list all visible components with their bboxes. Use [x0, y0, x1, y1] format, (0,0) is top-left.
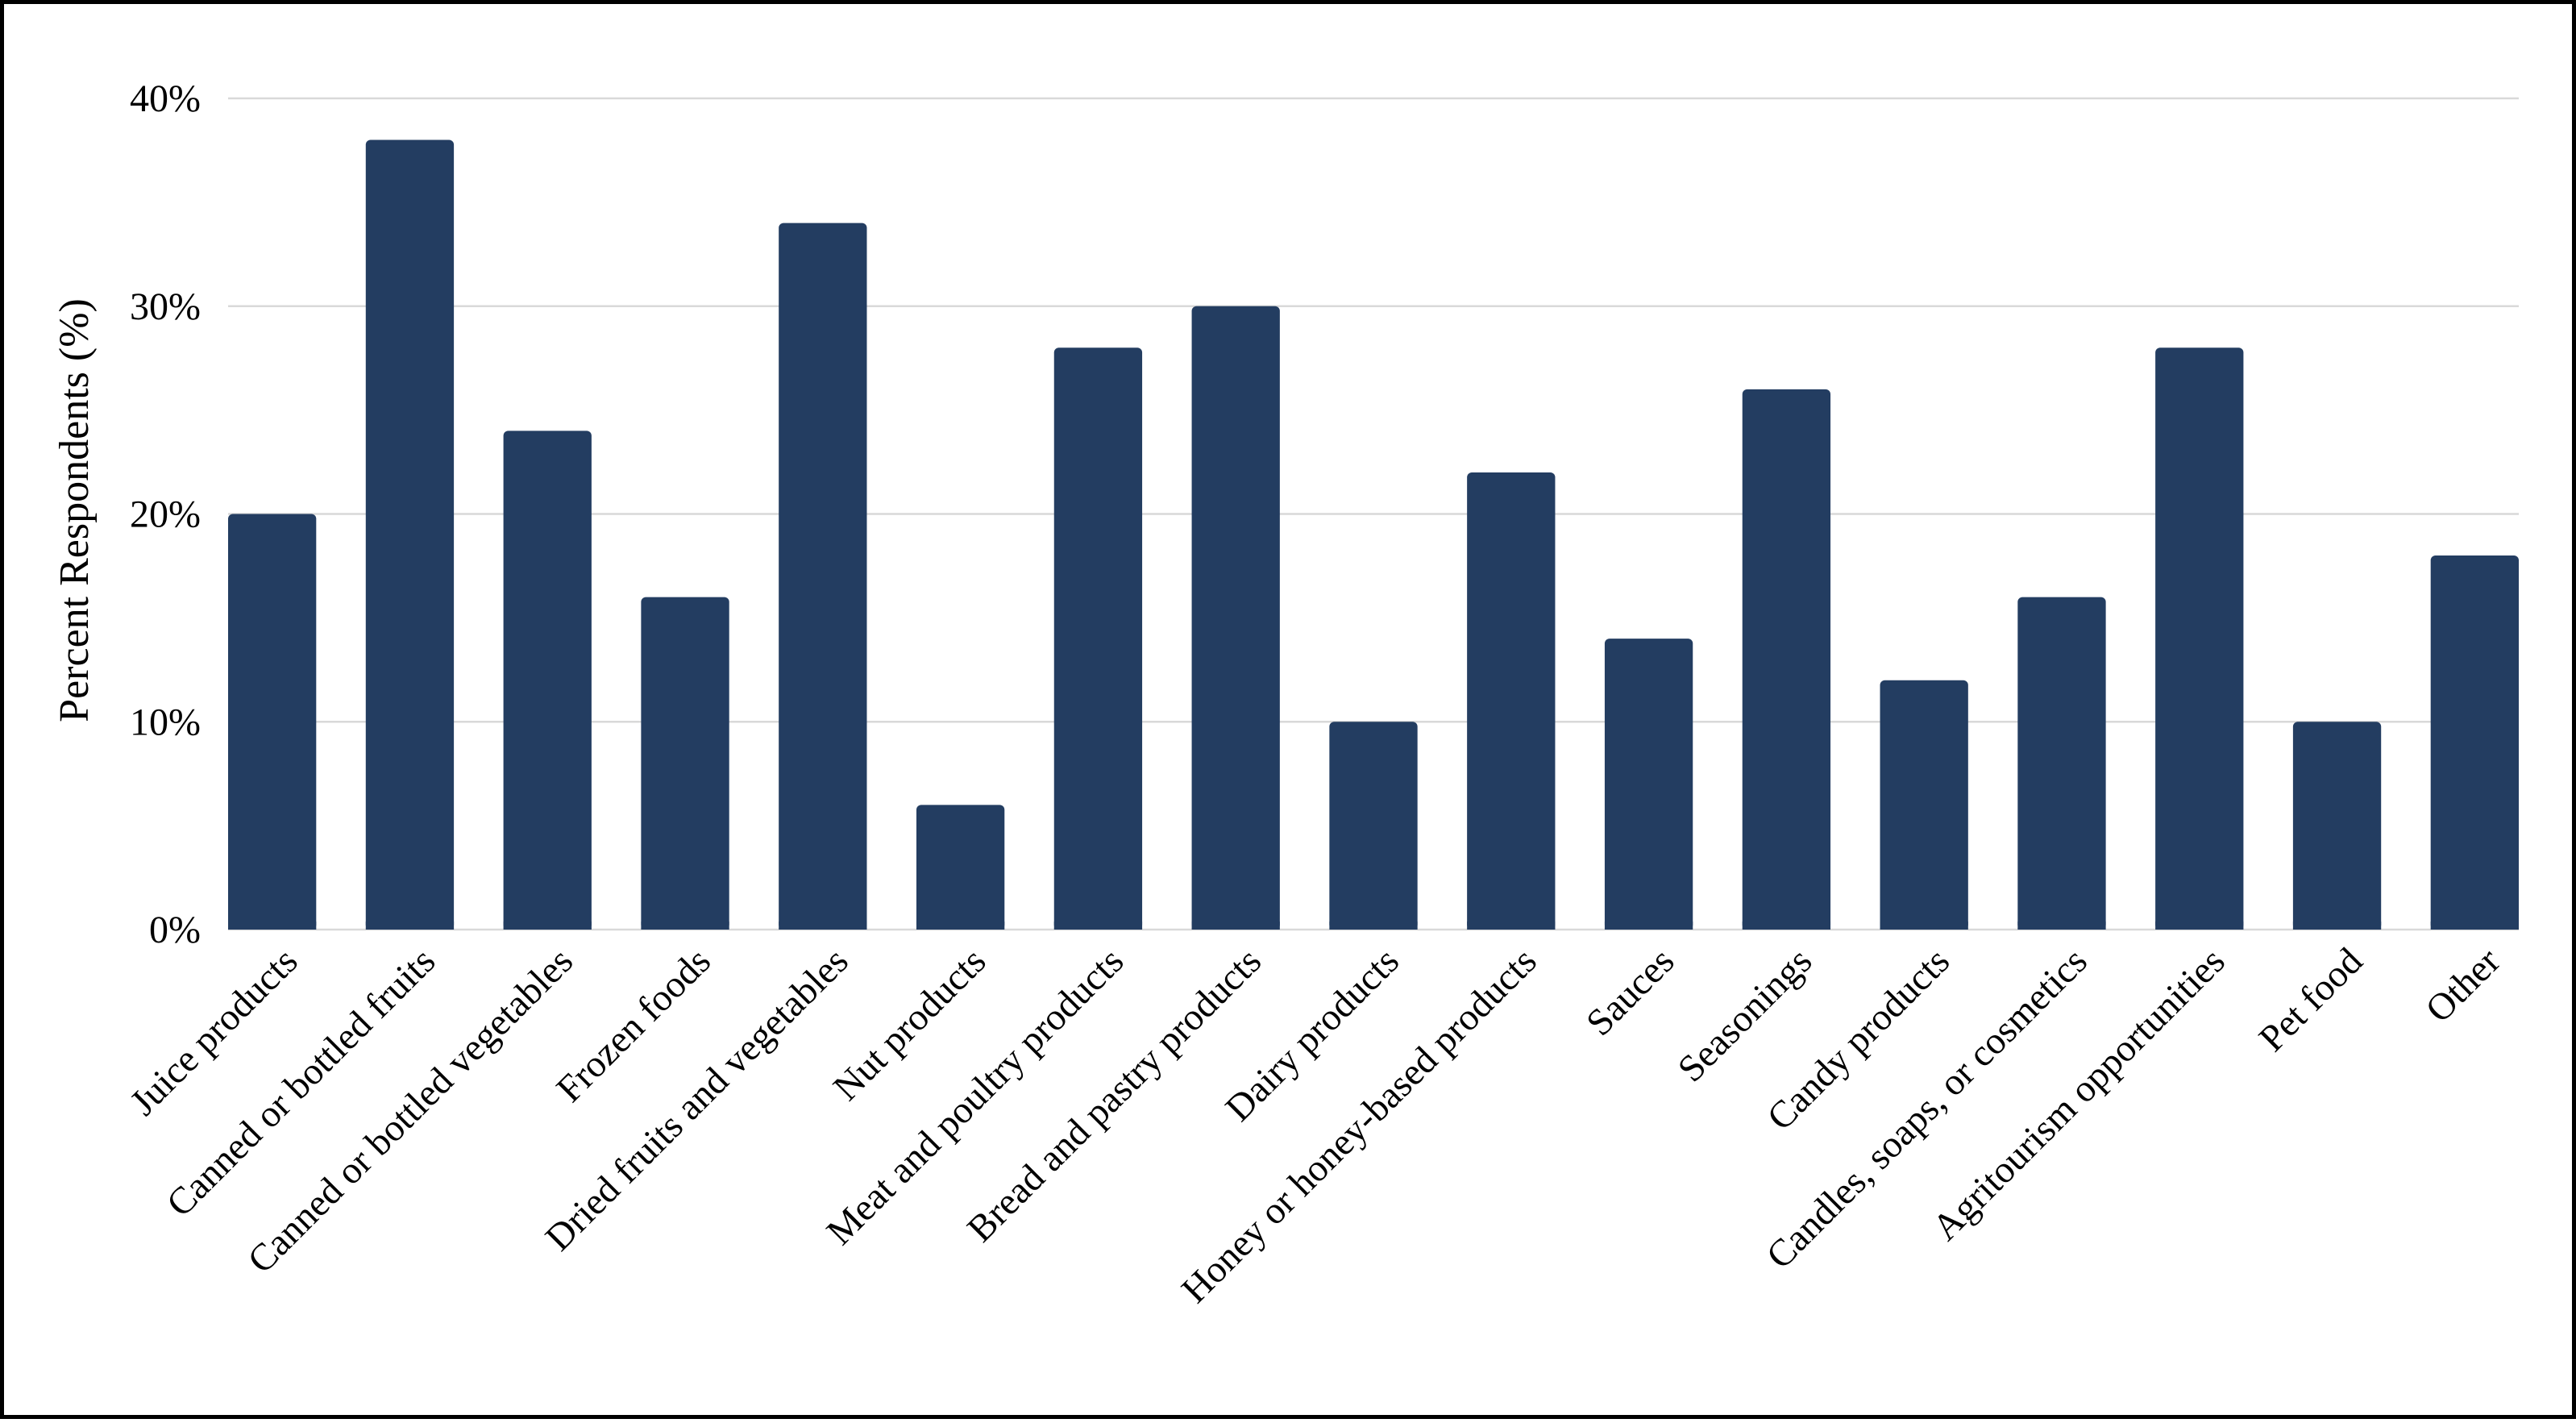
x-tick-label: Seasonings [1670, 940, 1820, 1090]
bar [2292, 722, 2382, 930]
bar-base [2155, 922, 2244, 930]
bar-base [1880, 922, 1968, 930]
bar [2430, 555, 2519, 930]
bar [1467, 472, 1556, 930]
y-axis-ticks: 0% 10% 20% 30% 40% [130, 77, 201, 951]
bar [228, 514, 317, 930]
bar-base [365, 922, 455, 930]
y-tick-label: 40% [130, 77, 201, 120]
bar [641, 597, 729, 930]
y-tick-label: 20% [130, 493, 201, 536]
bar [2017, 597, 2106, 930]
bar-base [1329, 922, 1418, 930]
x-tick-label: Other [2418, 940, 2509, 1031]
bar [365, 139, 455, 930]
bar [916, 805, 1005, 930]
gridlines [228, 97, 2519, 931]
bar-base [1467, 922, 1556, 930]
bar-base [503, 922, 592, 930]
bar [779, 223, 867, 930]
bar-base [228, 922, 317, 930]
bar [503, 431, 592, 930]
bar [2155, 347, 2244, 930]
x-tick-label: Pet food [2251, 940, 2370, 1059]
bar-base [1742, 922, 1831, 930]
y-tick-label: 0% [149, 909, 201, 951]
x-tick-label: Sauces [1578, 940, 1682, 1044]
bar-base [1604, 922, 1693, 930]
bar [1053, 347, 1143, 930]
bar [1742, 389, 1831, 930]
bar-base [779, 922, 867, 930]
bar [1880, 680, 1968, 930]
y-axis-title: Percent Respondents (%) [52, 298, 98, 722]
bar [1329, 722, 1418, 930]
bar [1604, 639, 1693, 930]
bars [228, 139, 2519, 930]
bar-base [1053, 922, 1143, 930]
bar-base [2017, 922, 2106, 930]
y-tick-label: 10% [130, 701, 201, 743]
bar [1191, 306, 1280, 930]
bar-base [641, 922, 729, 930]
bar-base [2292, 922, 2382, 930]
bar-base [2430, 922, 2519, 930]
bar-base [916, 922, 1005, 930]
bar-base [1191, 922, 1280, 930]
x-tick-label: Canned or bottled fruits [159, 940, 443, 1225]
y-tick-label: 30% [130, 285, 201, 328]
